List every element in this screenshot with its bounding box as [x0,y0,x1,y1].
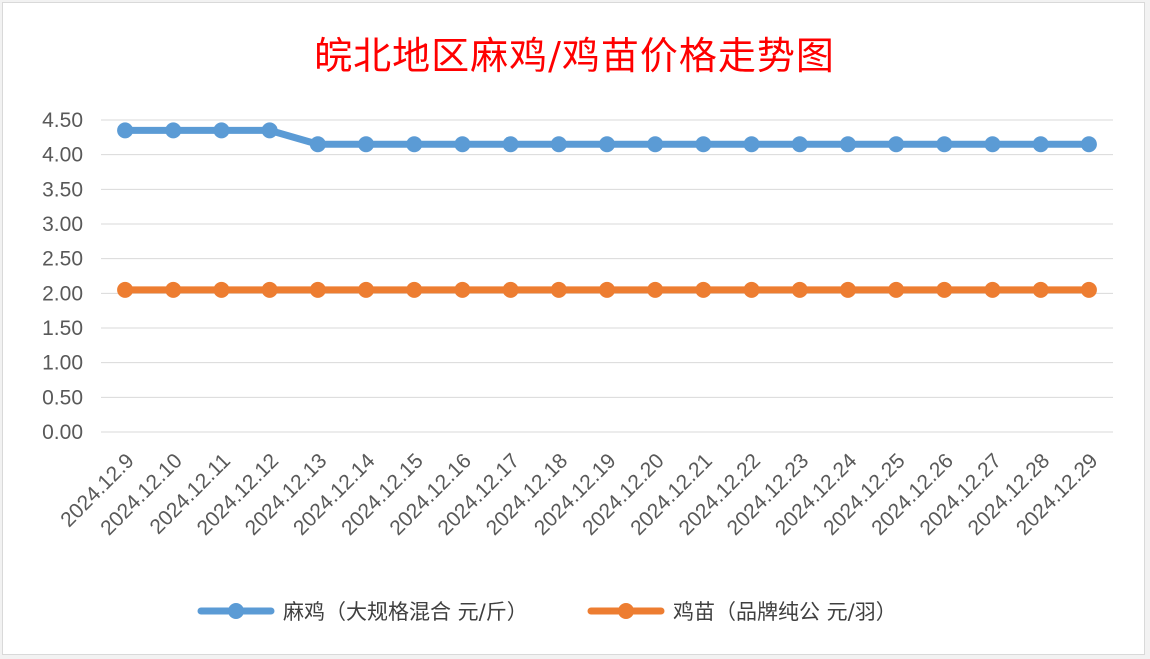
legend-marker-2 [618,603,634,619]
y-tick-label: 0.50 [42,386,83,409]
data-point [454,136,471,153]
data-point [743,281,760,298]
data-point [791,136,808,153]
data-point [261,122,278,139]
data-point [213,122,230,139]
y-tick-label: 3.00 [42,213,83,236]
legend-marker-1 [228,603,244,619]
data-point [406,281,423,298]
legend-label-1: 麻鸡（大规格混合 元/斤） [283,600,528,624]
data-point [1080,136,1097,153]
data-point [791,281,808,298]
data-point [936,281,953,298]
data-point [117,122,134,139]
data-point [213,281,230,298]
data-point [550,281,567,298]
data-point [406,136,423,153]
data-point [1032,281,1049,298]
line-chart: 0.00 0.50 1.00 1.50 2.00 2.50 3.00 3.50 4.00 4.50… [42,109,1113,624]
data-point [165,122,182,139]
data-point [695,281,712,298]
data-point [309,136,326,153]
data-point [839,281,856,298]
data-point [1080,281,1097,298]
data-point [743,136,760,153]
data-point [888,136,905,153]
data-point [358,281,375,298]
y-tick-label: 2.00 [42,282,83,305]
data-point [984,281,1001,298]
data-point [454,281,471,298]
data-point [502,136,519,153]
chart-title: 皖北地区麻鸡/鸡苗价格走势图 [314,34,835,78]
data-point [695,136,712,153]
data-point [309,281,326,298]
y-tick-label: 1.00 [42,352,83,375]
data-point [888,281,905,298]
y-tick-label: 0.00 [42,421,83,444]
data-point [647,136,664,153]
data-point [647,281,664,298]
y-tick-label: 4.50 [42,109,83,132]
data-point [599,136,615,153]
y-tick-label: 1.50 [42,317,83,340]
data-point [550,136,567,153]
data-point [117,281,134,298]
data-point [1032,136,1049,153]
data-point [502,281,519,298]
data-point [165,281,182,298]
data-point [261,281,278,298]
data-point [839,136,856,153]
data-point [599,281,615,298]
data-point [936,136,953,153]
y-tick-label: 4.00 [42,144,83,167]
y-tick-label: 2.50 [42,248,83,271]
data-point [984,136,1001,153]
legend-label-2: 鸡苗（品牌纯公 元/羽） [673,600,897,624]
data-point [358,136,375,153]
y-tick-label: 3.50 [42,178,83,201]
